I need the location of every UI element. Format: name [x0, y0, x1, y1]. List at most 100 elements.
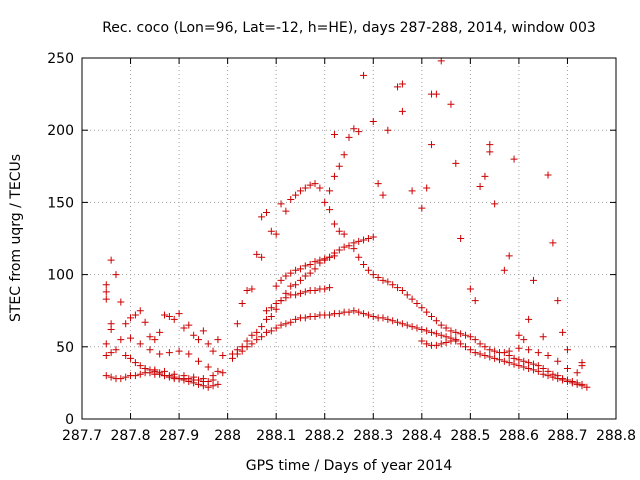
data-point [486, 346, 494, 354]
data-point [394, 83, 402, 91]
data-point [369, 312, 377, 320]
data-point [355, 237, 363, 245]
data-point [423, 340, 431, 348]
data-point [447, 327, 455, 335]
data-point [369, 118, 377, 126]
data-point [277, 200, 285, 208]
data-point [306, 269, 314, 277]
x-tick-label: 288.8 [596, 428, 636, 444]
data-point [326, 187, 334, 195]
data-point [326, 206, 334, 214]
data-point [432, 90, 440, 98]
data-point [185, 377, 193, 385]
y-tick-label: 200 [47, 123, 74, 139]
data-point [559, 328, 567, 336]
data-point [253, 336, 261, 344]
data-point [379, 314, 387, 322]
data-point [398, 107, 406, 115]
data-point [515, 344, 523, 352]
data-point [267, 312, 275, 320]
data-point [107, 256, 115, 264]
data-point [287, 318, 295, 326]
data-point [389, 281, 397, 289]
data-point [529, 276, 537, 284]
data-point [573, 379, 581, 387]
data-point [199, 375, 207, 383]
data-point [277, 297, 285, 305]
data-point [360, 236, 368, 244]
data-point [345, 308, 353, 316]
data-point [340, 230, 348, 238]
y-tick-label: 150 [47, 195, 74, 211]
data-point [311, 258, 319, 266]
data-point [136, 340, 144, 348]
data-point [267, 227, 275, 235]
data-point [219, 369, 227, 377]
data-point [452, 159, 460, 167]
data-point [554, 357, 562, 365]
data-point [330, 252, 338, 260]
data-point [204, 363, 212, 371]
data-point [442, 338, 450, 346]
x-tick-label: 287.9 [159, 428, 199, 444]
data-point [452, 336, 460, 344]
data-point [408, 295, 416, 303]
data-point [258, 333, 266, 341]
data-point [457, 340, 465, 348]
data-point [316, 256, 324, 264]
data-point [563, 376, 571, 384]
data-point [122, 320, 130, 328]
data-point [161, 311, 169, 319]
data-point [471, 297, 479, 305]
data-point [481, 351, 489, 359]
data-point [432, 341, 440, 349]
data-point [204, 383, 212, 391]
data-point [500, 357, 508, 365]
data-point [369, 233, 377, 241]
data-point [345, 133, 353, 141]
data-point [248, 340, 256, 348]
data-point [282, 272, 290, 280]
axes: 287.7 287.8 287.9 288 288.1 288.2 288.3 288.4 28… [47, 51, 636, 444]
data-point [277, 276, 285, 284]
data-point [165, 349, 173, 357]
x-tick-label: 288.1 [256, 428, 296, 444]
y-tick-label: 50 [56, 340, 74, 356]
data-point [292, 315, 300, 323]
data-point [335, 310, 343, 318]
data-point [500, 349, 508, 357]
data-point [214, 380, 222, 388]
data-point [466, 285, 474, 293]
data-point [394, 318, 402, 326]
data-point [262, 328, 270, 336]
data-point [107, 373, 115, 381]
data-point [539, 333, 547, 341]
data-point [151, 366, 159, 374]
data-point [486, 148, 494, 156]
data-point [136, 370, 144, 378]
data-point [525, 359, 533, 367]
data-point [102, 295, 110, 303]
data-point [563, 346, 571, 354]
data-point [539, 364, 547, 372]
data-point [355, 128, 363, 136]
data-point [262, 315, 270, 323]
chart-title: Rec. coco (Lon=96, Lat=-12, h=HE), days … [102, 20, 596, 36]
data-point [457, 330, 465, 338]
data-point [510, 354, 518, 362]
data-point [364, 266, 372, 274]
data-point [408, 323, 416, 331]
data-point [301, 288, 309, 296]
data-point [384, 315, 392, 323]
data-point [326, 284, 334, 292]
data-point [413, 299, 421, 307]
data-point [418, 304, 426, 312]
data-point [515, 356, 523, 364]
data-point [296, 289, 304, 297]
data-point [301, 272, 309, 280]
data-point [131, 311, 139, 319]
data-point [364, 311, 372, 319]
data-point [500, 266, 508, 274]
data-point [238, 347, 246, 355]
